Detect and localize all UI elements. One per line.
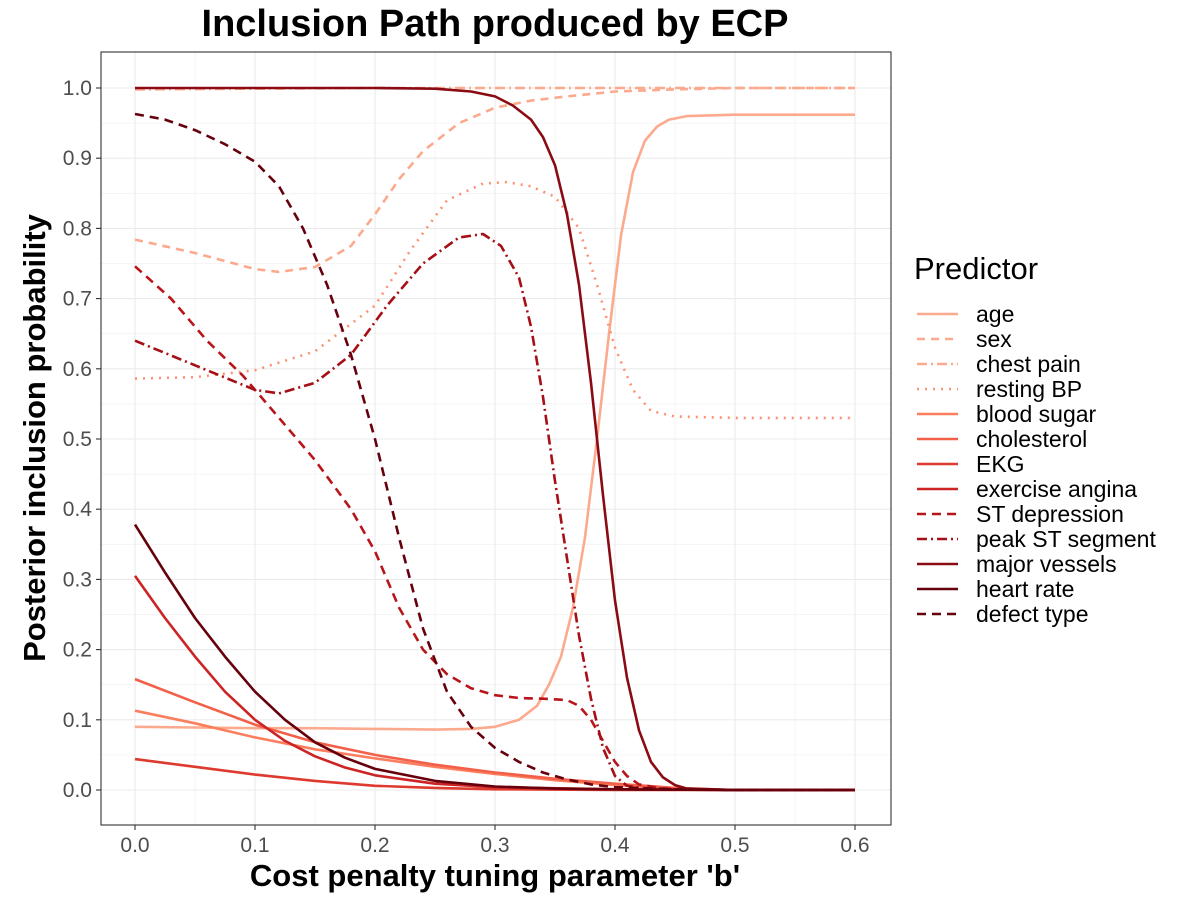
series-line-st-depression xyxy=(134,265,855,792)
legend-label: ST depression xyxy=(976,501,1124,527)
y-tick-label: 0.2 xyxy=(63,639,92,662)
legend-label: blood sugar xyxy=(976,401,1097,427)
legend-label: cholesterol xyxy=(976,426,1087,452)
x-tick-label: 0.6 xyxy=(840,834,869,857)
y-tick-label: 1.0 xyxy=(63,77,92,100)
x-tick-label: 0.2 xyxy=(360,834,389,857)
y-tick-label: 0.0 xyxy=(63,779,92,802)
y-tick-label: 0.9 xyxy=(63,147,92,170)
series-line-peak-st-segment xyxy=(134,232,855,792)
legend-label: defect type xyxy=(976,601,1089,627)
x-axis-title: Cost penalty tuning parameter 'b' xyxy=(250,858,740,893)
legend-label: sex xyxy=(976,326,1012,352)
legend-label: exercise angina xyxy=(976,476,1137,502)
series-layer xyxy=(133,86,855,792)
x-tick-label: 0.4 xyxy=(600,834,630,857)
x-tick-label: 0.0 xyxy=(120,834,149,857)
y-tick-label: 0.7 xyxy=(63,288,92,311)
series-line-defect-type xyxy=(134,112,855,792)
legend-title: Predictor xyxy=(914,251,1038,286)
legend-label: major vessels xyxy=(976,551,1117,577)
chart-title: Inclusion Path produced by ECP xyxy=(202,3,789,45)
x-tick-label: 0.5 xyxy=(720,834,749,857)
y-tick-label: 0.1 xyxy=(63,709,92,732)
legend-label: EKG xyxy=(976,451,1025,477)
y-axis-title: Posterior inclusion probability xyxy=(17,213,52,662)
y-tick-label: 0.3 xyxy=(63,568,92,591)
series-line-age xyxy=(134,113,855,731)
y-axis: 0.0 0.1 0.2 0.3 0.4 0.5 0.6 0.7 0.8 0.9 1.0 xyxy=(63,77,101,802)
series-line-heart-rate xyxy=(133,523,855,792)
legend-label: age xyxy=(976,301,1014,327)
y-tick-label: 0.8 xyxy=(63,217,92,240)
y-tick-label: 0.4 xyxy=(63,498,93,521)
y-tick-label: 0.5 xyxy=(63,428,92,451)
x-axis: 0.0 0.1 0.2 0.3 0.4 0.5 0.6 xyxy=(120,825,870,857)
x-tick-label: 0.1 xyxy=(240,834,269,857)
legend-label: heart rate xyxy=(976,576,1074,602)
x-tick-label: 0.3 xyxy=(480,834,509,857)
legend-label: resting BP xyxy=(976,376,1082,402)
legend-label: chest pain xyxy=(976,351,1081,377)
series-line-major-vessels xyxy=(135,86,855,792)
legend-label: peak ST segment xyxy=(976,526,1156,552)
y-tick-label: 0.6 xyxy=(63,358,92,381)
